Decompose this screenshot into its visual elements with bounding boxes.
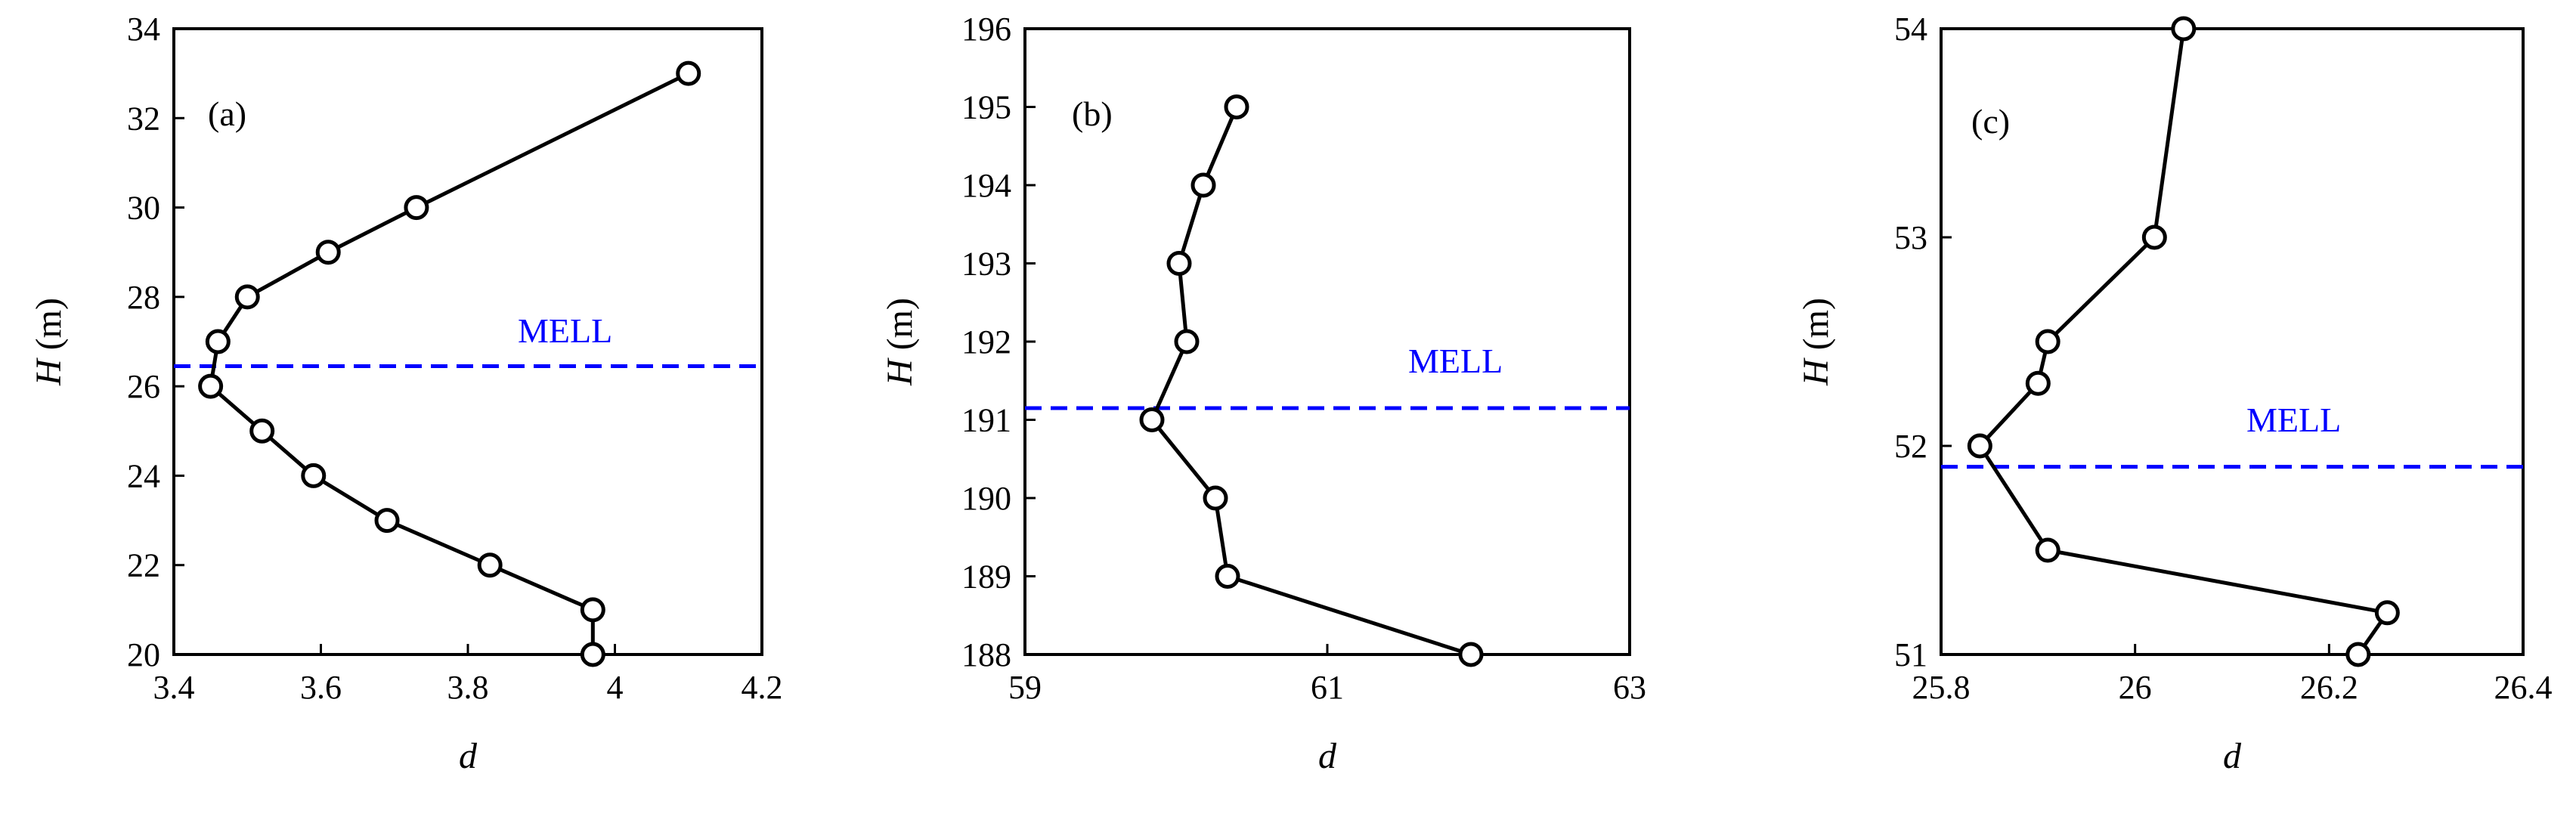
data-point [234, 284, 260, 310]
data-point [580, 597, 605, 623]
x-tick-label: 26.2 [2300, 669, 2358, 706]
data-point [1174, 329, 1200, 354]
y-tick-label: 193 [961, 246, 1011, 283]
data-point [1139, 407, 1165, 432]
panel-c: 25.8 26 26.2 26.4 51 52 53 54 d H (m) (c) MELL [1796, 11, 2553, 776]
mell-label: MELL [1408, 342, 1503, 380]
data-point [1224, 94, 1249, 119]
y-tick-label: 191 [961, 402, 1011, 439]
y-tick-label: 194 [961, 167, 1011, 204]
x-tick-label: 26 [2119, 669, 2152, 706]
x-axis-label: d [2223, 736, 2242, 776]
x-tick-label: 4 [607, 669, 624, 706]
y-axis-unit: (m) [880, 298, 920, 359]
data-point [1190, 172, 1216, 198]
mell-label: MELL [518, 311, 612, 350]
data-point [1458, 642, 1484, 667]
y-tick-label: 51 [1894, 636, 1927, 673]
y-tick-label: 30 [127, 190, 160, 227]
x-axis-label: d [1318, 736, 1337, 776]
y-axis-symbol: H [1796, 357, 1836, 386]
data-point [1215, 564, 1240, 589]
y-tick-label: 192 [961, 323, 1011, 360]
y-tick-label: 22 [127, 547, 160, 584]
x-tick-label: 26.4 [2494, 669, 2553, 706]
mell-label: MELL [2246, 401, 2341, 439]
data-point [249, 418, 275, 444]
data-point [2345, 642, 2371, 667]
y-axis-symbol: H [880, 357, 920, 386]
y-tick-label: 53 [1894, 219, 1927, 256]
x-tick-label: 4.2 [742, 669, 783, 706]
x-tick-label: 63 [1613, 669, 1646, 706]
plot-frame [172, 27, 763, 656]
data-point [2141, 224, 2167, 250]
y-tick-label: 20 [127, 636, 160, 673]
panel-label: (c) [1971, 102, 2010, 141]
x-axis-label: d [459, 736, 478, 776]
x-tick-label: 25.8 [1912, 669, 1971, 706]
y-tick-label: 52 [1894, 428, 1927, 465]
data-point [198, 373, 224, 399]
data-point [2374, 600, 2400, 626]
plot-frame [1940, 27, 2525, 656]
data-point [580, 642, 605, 667]
y-tick-label: 196 [961, 11, 1011, 48]
data-point [676, 60, 701, 86]
x-tick-label: 59 [1008, 669, 1042, 706]
data-point [374, 508, 400, 534]
data-point [315, 240, 341, 265]
data-point [477, 552, 503, 578]
y-axis-label: H (m) [1796, 298, 1836, 386]
x-tick-label: 3.6 [300, 669, 342, 706]
series-line [1977, 28, 2389, 656]
x-tick-label: 3.4 [153, 669, 195, 706]
y-tick-label: 26 [127, 368, 160, 405]
y-axis-symbol: H [29, 357, 69, 386]
data-point [205, 329, 231, 354]
y-axis-label: H (m) [880, 298, 920, 386]
data-point [301, 463, 327, 488]
y-tick-label: 188 [961, 636, 1011, 673]
series-line [209, 71, 689, 654]
data-point [2025, 370, 2051, 396]
y-tick-label: 54 [1894, 11, 1927, 48]
y-axis-label: H (m) [29, 298, 69, 386]
data-point [2035, 537, 2060, 563]
plot-frame [1023, 27, 1631, 656]
data-point [2171, 16, 2197, 42]
panel-label: (b) [1072, 94, 1113, 133]
y-tick-label: 189 [961, 559, 1011, 596]
y-tick-label: 195 [961, 89, 1011, 126]
data-point [1967, 433, 1992, 459]
data-point [404, 195, 429, 221]
y-axis-unit: (m) [29, 298, 69, 359]
panel-label: (a) [208, 94, 246, 133]
panel-a: 3.4 3.6 3.8 4 4.2 20 22 24 26 28 30 32 34 d H (m) (a) ME… [29, 11, 783, 776]
y-tick-label: 190 [961, 480, 1011, 517]
y-tick-label: 32 [127, 100, 160, 137]
x-tick-label: 3.8 [447, 669, 489, 706]
y-tick-label: 24 [127, 457, 160, 494]
series-line [1150, 106, 1472, 657]
y-tick-label: 34 [127, 11, 160, 48]
data-point [1166, 251, 1192, 276]
data-point [1203, 485, 1228, 511]
data-point [2035, 329, 2060, 354]
y-tick-label: 28 [127, 279, 160, 316]
y-axis-unit: (m) [1796, 298, 1836, 359]
x-tick-label: 61 [1311, 669, 1344, 706]
